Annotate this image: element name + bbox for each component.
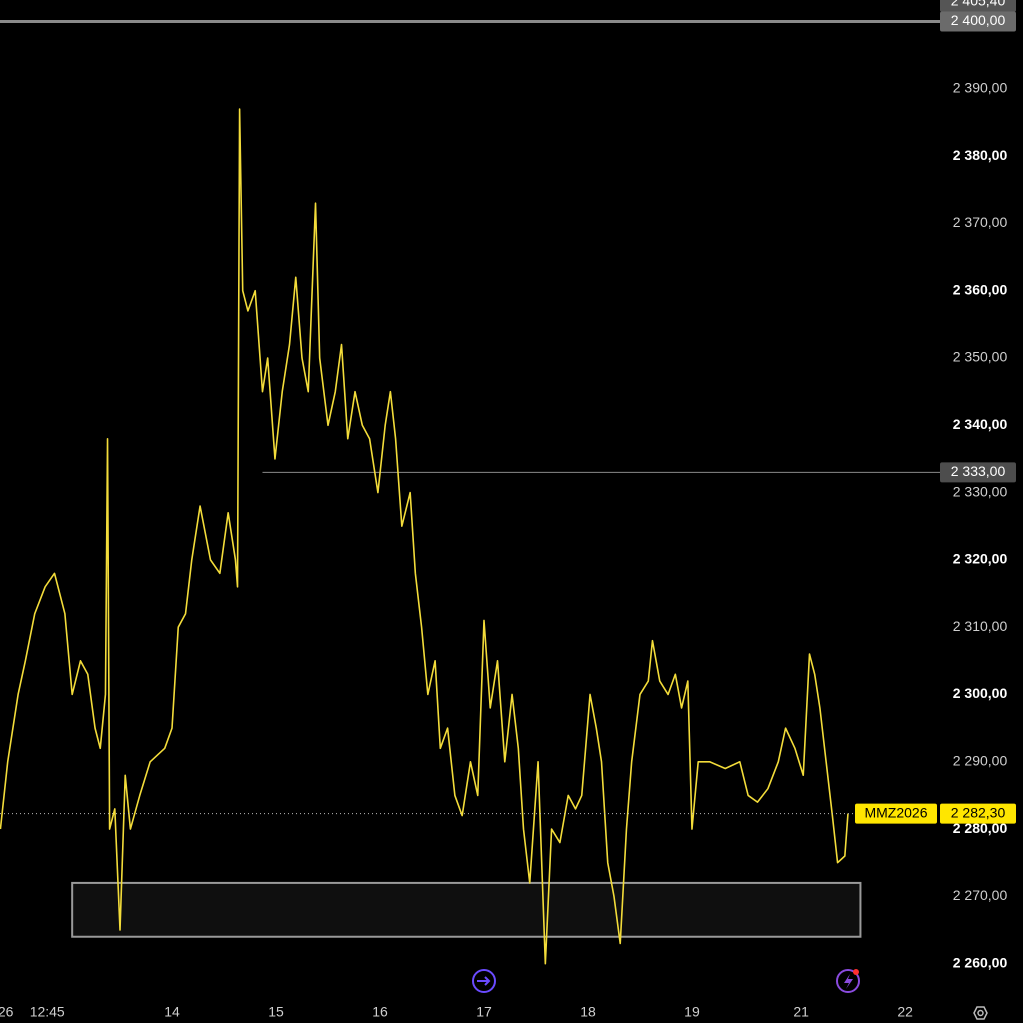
last-price-box (940, 803, 1016, 824)
y-tick-label: 2 300,00 (953, 685, 1008, 701)
price-label: 2 405,40 (951, 0, 1006, 9)
y-tick-label: 2 380,00 (953, 147, 1008, 163)
icon-arrow (477, 976, 491, 986)
icon-ring (836, 969, 860, 993)
x-tick-label: 17 (476, 1004, 492, 1020)
x-tick-label: 21 (793, 1004, 809, 1020)
y-tick-label: 2 280,00 (953, 820, 1008, 836)
price-label-box (940, 11, 1016, 32)
x-tick-label: 14 (164, 1004, 180, 1020)
x-tick-label: 15 (268, 1004, 284, 1020)
x-tick-label: 12:45 (30, 1004, 65, 1020)
price-label: 2 400,00 (951, 12, 1006, 28)
y-tick-label: 2 370,00 (953, 214, 1008, 230)
x-tick-label: 22 (897, 1004, 913, 1020)
y-tick-label: 2 260,00 (953, 954, 1008, 970)
zone (71, 881, 862, 938)
price-label-box (940, 462, 1016, 483)
price-label-box (940, 0, 1016, 12)
y-tick-label: 2 290,00 (953, 752, 1008, 768)
x-tick-label: 19 (684, 1004, 700, 1020)
y-tick-label: 2 320,00 (953, 551, 1008, 567)
price-line-series (0, 108, 849, 965)
last-price-label: 2 282,30 (951, 804, 1006, 820)
y-tick-label: 2 350,00 (953, 349, 1008, 365)
x-tick-label: 16 (372, 1004, 388, 1020)
y-tick-label: 2 310,00 (953, 618, 1008, 634)
y-tick-label: 2 390,00 (953, 80, 1008, 96)
y-tick-label: 2 360,00 (953, 281, 1008, 297)
icon-gear (973, 1006, 988, 1020)
x-tick-label: 18 (580, 1004, 596, 1020)
flash-icon[interactable] (836, 969, 860, 993)
y-tick-label: 2 330,00 (953, 483, 1008, 499)
price-label: 2 333,00 (951, 463, 1006, 479)
icon-dot (853, 969, 859, 975)
icon-bolt (844, 974, 853, 989)
symbol-box (855, 803, 937, 824)
symbol-label: MMZ2026 (864, 804, 927, 820)
y-tick-label: 2 340,00 (953, 416, 1008, 432)
y-tick-label: 2 270,00 (953, 887, 1008, 903)
settings-icon[interactable] (973, 1006, 988, 1020)
x-tick-label: 26 (0, 1004, 14, 1020)
replay-icon[interactable] (472, 969, 496, 993)
icon-ring (472, 969, 496, 993)
icon-center (977, 1009, 984, 1017)
